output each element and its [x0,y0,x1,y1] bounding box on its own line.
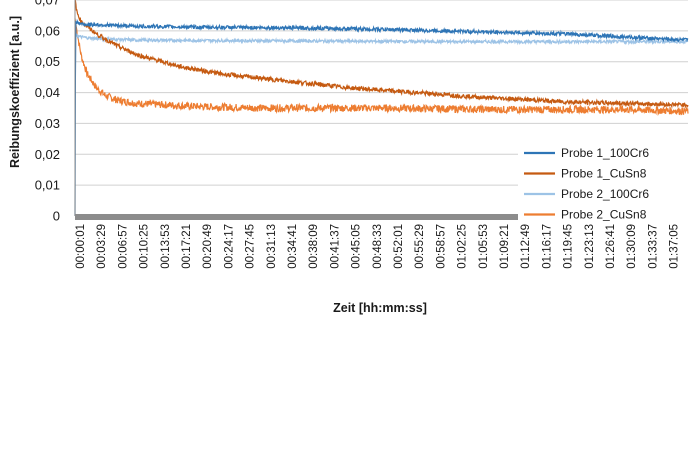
x-tick-label: 00:24:17 [223,224,235,269]
x-tick-label: 01:19:45 [563,224,575,269]
x-tick-label: 00:55:29 [414,224,426,269]
x-tick-label: 00:58:57 [435,224,447,269]
y-tick-label: 0,02 [35,147,60,162]
x-tick-label: 00:13:53 [160,224,172,269]
y-tick-label: 0,04 [35,85,60,100]
y-tick-label: 0,07 [35,0,60,8]
x-tick-label: 01:33:37 [647,224,659,269]
x-tick-labels: 00:00:01 00:03:29 00:06:57 00:10:25 00:13:53… [75,224,681,269]
series-line [74,18,689,117]
x-tick-label: 00:48:33 [372,224,384,269]
x-tick-label: 00:06:57 [117,224,129,269]
x-tick-label: 00:00:01 [75,224,87,269]
x-axis-bar [75,214,678,220]
x-tick-label: 01:09:21 [499,224,511,269]
x-tick-label: 01:12:49 [520,224,532,269]
x-tick-label: 00:10:25 [139,224,151,269]
x-tick-label: 00:03:29 [96,224,108,269]
y-tick-label: 0,03 [35,116,60,131]
x-tick-label: 00:20:49 [202,224,214,269]
legend-label: Probe 1_100Cr6 [561,146,649,160]
x-tick-label: 00:52:01 [393,224,405,269]
x-tick-label: 01:37:05 [669,224,681,269]
series-line [74,18,689,217]
legend-label: Probe 2_CuSn8 [561,208,647,222]
x-tick-label: 01:23:13 [584,224,596,269]
x-tick-label: 01:05:53 [478,224,490,269]
x-tick-label: 00:31:13 [266,224,278,269]
series-line [74,33,689,46]
legend-label: Probe 2_100Cr6 [561,187,649,201]
y-axis-title: Reibungskoeffizient [a.u.] [8,16,22,168]
legend: Probe 1_100Cr6 Probe 1_CuSn8 Probe 2_100Cr… [518,140,688,224]
y-tick-label: 0,06 [35,23,60,38]
series-lines [74,0,689,217]
y-tick-label: 0,05 [35,54,60,69]
x-tick-label: 00:41:37 [329,224,341,269]
y-tick-label: 0,01 [35,178,60,193]
x-tick-label: 01:16:17 [541,224,553,269]
x-tick-label: 01:02:25 [457,224,469,269]
x-tick-label: 01:30:09 [626,224,638,269]
legend-label: Probe 1_CuSn8 [561,167,647,181]
x-tick-label: 00:17:21 [181,224,193,269]
x-tick-label: 00:34:41 [287,224,299,269]
x-tick-label: 01:26:41 [605,224,617,269]
y-tick-labels: 0 0,01 0,02 0,03 0,04 0,05 0,06 0,07 [35,0,60,224]
x-axis-title: Zeit [hh:mm:ss] [333,301,427,315]
x-tick-label: 00:45:05 [351,224,363,269]
series-line [74,0,689,109]
y-tick-label: 0 [53,209,60,224]
x-tick-label: 00:27:45 [245,224,257,269]
x-tick-label: 00:38:09 [308,224,320,269]
